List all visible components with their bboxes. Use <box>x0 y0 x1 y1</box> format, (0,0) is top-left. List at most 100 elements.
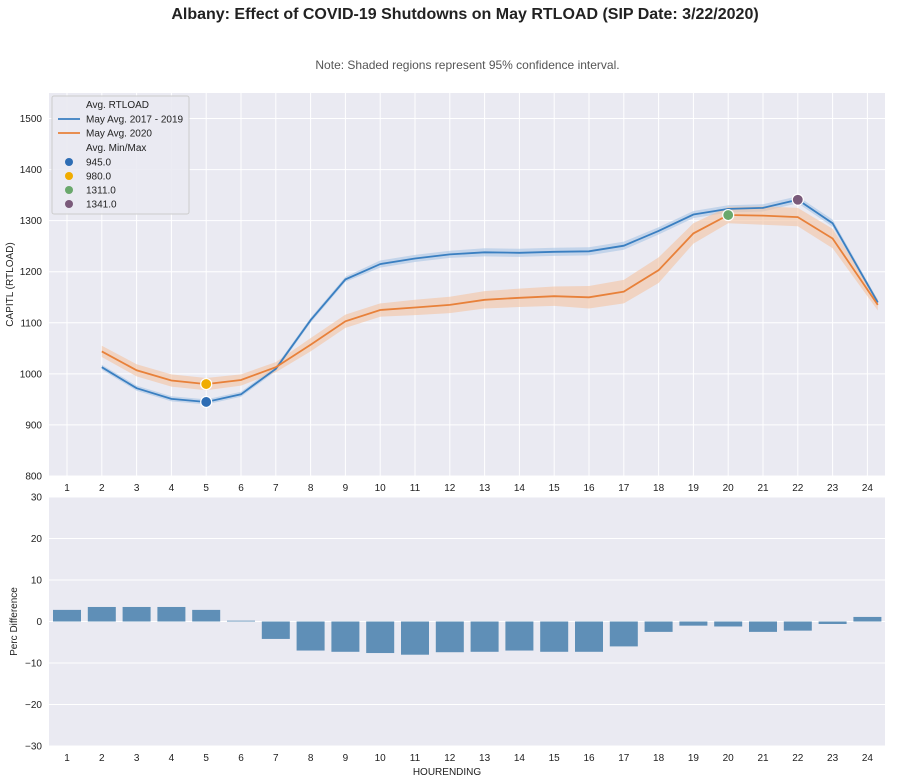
y-tick-label: 1200 <box>20 267 43 278</box>
x-tick-label: 21 <box>757 483 769 494</box>
x-tick-label: 14 <box>514 483 526 494</box>
y-tick-label: 1100 <box>20 318 42 329</box>
x-tick-label: 11 <box>410 483 421 494</box>
x-tick-label: 18 <box>653 483 665 494</box>
confidence-band-series-1 <box>101 206 878 391</box>
x-tick-label: 22 <box>792 753 804 764</box>
bar <box>470 621 499 652</box>
y-tick-label: −20 <box>25 700 42 711</box>
x-tick-label: 19 <box>688 483 700 494</box>
x-axis-label: HOURENDING <box>413 767 482 778</box>
figure-note: Note: Shaded regions represent 95% confi… <box>315 58 620 72</box>
x-tick-label: 19 <box>688 753 700 764</box>
minmax-point-3 <box>791 193 804 206</box>
y-tick-label: −30 <box>25 742 42 753</box>
x-tick-label: 8 <box>308 483 314 494</box>
bar <box>853 616 882 622</box>
y-tick-label: 10 <box>31 576 43 587</box>
x-tick-label: 20 <box>723 753 735 764</box>
x-tick-label: 13 <box>479 753 491 764</box>
legend-point-label-0: 945.0 <box>86 158 111 169</box>
legend-box <box>51 95 190 215</box>
y-tick-label: 0 <box>36 617 42 628</box>
legend-point-label-1: 980.0 <box>86 172 111 183</box>
legend-series-label-1: May Avg. 2020 <box>86 129 152 140</box>
bar <box>679 621 708 626</box>
x-tick-label: 17 <box>618 753 630 764</box>
x-tick-label: 16 <box>583 753 595 764</box>
y-axis-label: CAPITL (RTLOAD) <box>5 242 16 326</box>
bar <box>609 621 638 647</box>
x-tick-label: 22 <box>792 483 804 494</box>
y-tick-label: −10 <box>25 659 42 670</box>
x-tick-label: 2 <box>99 483 105 494</box>
y-tick-label: 1000 <box>20 369 43 380</box>
x-tick-label: 15 <box>549 753 561 764</box>
x-tick-label: 7 <box>273 483 279 494</box>
minmax-point-1 <box>200 377 213 391</box>
x-tick-label: 23 <box>827 483 839 494</box>
line-series-0 <box>101 198 879 403</box>
x-tick-label: 1 <box>64 753 70 764</box>
legend-point-swatch-3 <box>65 200 73 208</box>
bar <box>818 621 847 624</box>
x-tick-label: 11 <box>410 753 421 764</box>
line-chart-panel: 1 2 3 4 5 6 7 8 9 10 11 12 13 14 15 16 17 18 19 20 21 22 23 248… <box>5 93 885 494</box>
y-tick-label: 20 <box>31 534 43 545</box>
bar <box>749 621 777 632</box>
bar <box>87 606 116 622</box>
x-tick-label: 15 <box>549 483 561 494</box>
x-tick-label: 3 <box>134 753 140 764</box>
x-tick-label: 2 <box>99 753 105 764</box>
plot-series-group <box>101 193 879 409</box>
minmax-point-0 <box>200 395 213 409</box>
y-tick-label: 1300 <box>20 216 43 227</box>
x-tick-label: 6 <box>238 483 244 494</box>
bar <box>714 621 743 627</box>
bar <box>435 621 464 653</box>
bar <box>401 621 429 655</box>
x-tick-label: 12 <box>444 483 456 494</box>
y-tick-label: 1400 <box>20 165 43 176</box>
bar <box>296 621 325 651</box>
x-tick-label: 4 <box>169 753 175 764</box>
x-tick-label: 20 <box>723 483 735 494</box>
figure-title: Albany: Effect of COVID-19 Shutdowns on … <box>171 6 759 23</box>
y-tick-label: 1500 <box>20 114 43 125</box>
bar <box>227 620 255 622</box>
legend-point-swatch-1 <box>65 172 73 180</box>
x-tick-label: 18 <box>653 753 665 764</box>
y-tick-label: 30 <box>31 493 43 504</box>
bar <box>540 621 569 652</box>
bar <box>505 621 534 651</box>
bar <box>331 621 360 652</box>
legend-title-points: Avg. Min/Max <box>86 143 146 154</box>
x-tick-label: 12 <box>444 753 456 764</box>
x-tick-label: 5 <box>203 483 209 494</box>
x-tick-label: 6 <box>238 753 244 764</box>
x-tick-label: 9 <box>343 753 349 764</box>
legend-title-lines: Avg. RTLOAD <box>86 100 149 111</box>
bar <box>53 609 81 622</box>
legend-point-swatch-2 <box>65 186 73 194</box>
x-tick-label: 9 <box>343 483 349 494</box>
x-tick-label: 17 <box>618 483 630 494</box>
x-tick-label: 13 <box>479 483 491 494</box>
bar <box>575 621 603 652</box>
x-tick-label: 10 <box>375 483 387 494</box>
y-tick-label: 900 <box>25 420 42 431</box>
x-tick-label: 23 <box>827 753 839 764</box>
x-tick-label: 10 <box>375 753 387 764</box>
x-tick-label: 21 <box>757 753 769 764</box>
bar <box>157 606 186 622</box>
y-axis-label: Perc Difference <box>9 587 20 656</box>
x-tick-label: 14 <box>514 753 526 764</box>
bar <box>644 621 673 632</box>
bar <box>783 621 812 631</box>
bar <box>261 621 290 639</box>
legend-point-swatch-0 <box>65 158 73 166</box>
y-tick-label: 800 <box>25 472 42 483</box>
legend: Avg. RTLOAD May Avg. 2017 - 2019 May Avg. … <box>51 95 190 215</box>
